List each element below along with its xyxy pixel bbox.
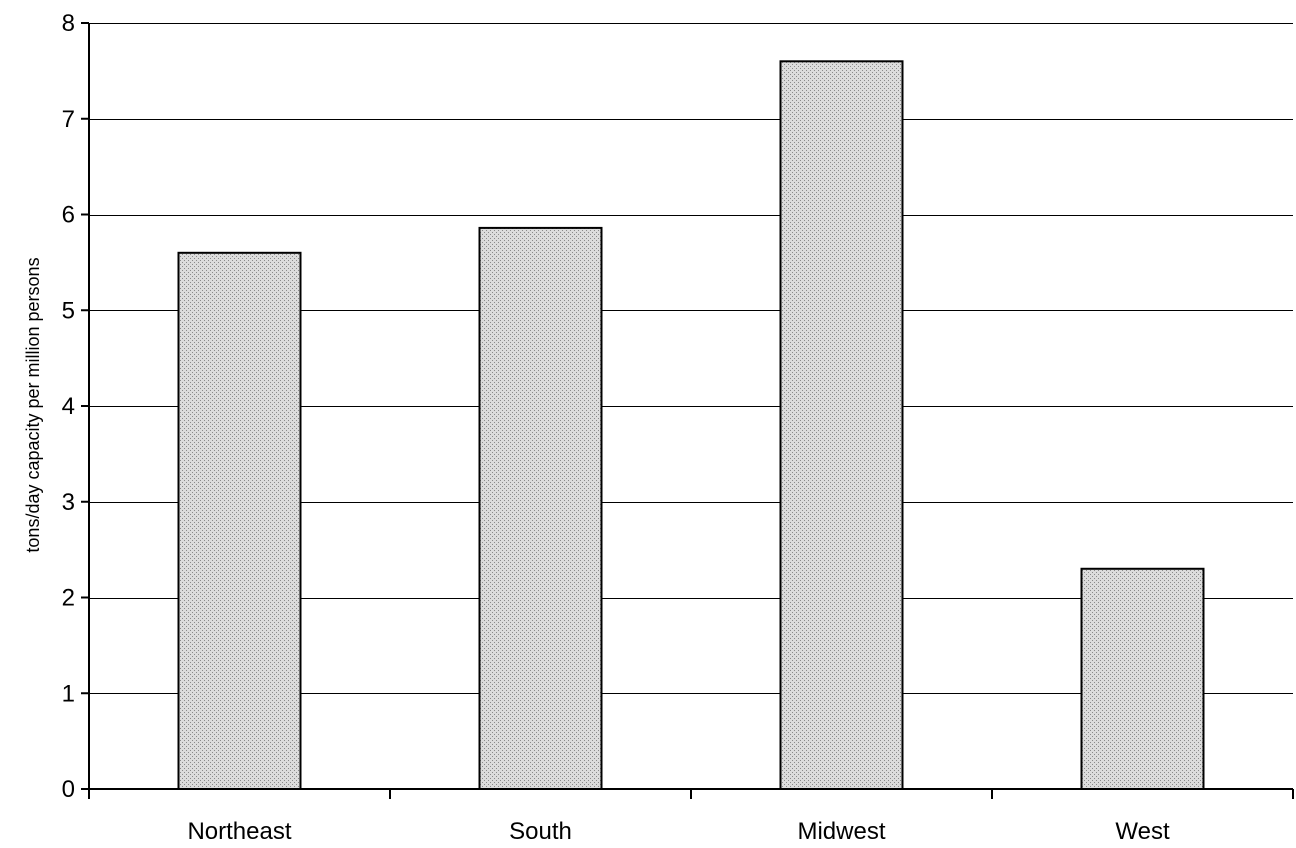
bar-northeast	[177, 251, 302, 791]
x-ticks: Northeast South Midwest West	[88, 789, 1294, 845]
y-tick-label: 4	[62, 393, 75, 420]
x-tick-label-northeast: Northeast	[187, 818, 291, 845]
y-tick-label: 5	[62, 297, 75, 324]
x-tick-label-south: South	[509, 818, 572, 845]
bar-south	[478, 226, 603, 790]
y-tick-label: 1	[62, 680, 75, 707]
y-tick-label: 2	[62, 585, 75, 612]
y-tick-label: 8	[62, 10, 75, 37]
y-tick-label: 7	[62, 106, 75, 133]
y-tick-label: 0	[62, 776, 75, 803]
bar-west	[1080, 567, 1205, 791]
y-axis-title: tons/day capacity per million persons	[23, 257, 43, 552]
y-tick-label: 3	[62, 489, 75, 516]
x-tick-label-midwest: Midwest	[797, 818, 885, 845]
y-ticks: 0 1 2 3 4 5 6 7 8	[62, 10, 89, 803]
bars	[177, 60, 1205, 791]
x-tick-label-west: West	[1115, 818, 1170, 845]
y-tick-label: 6	[62, 202, 75, 229]
bar-midwest	[779, 60, 904, 791]
